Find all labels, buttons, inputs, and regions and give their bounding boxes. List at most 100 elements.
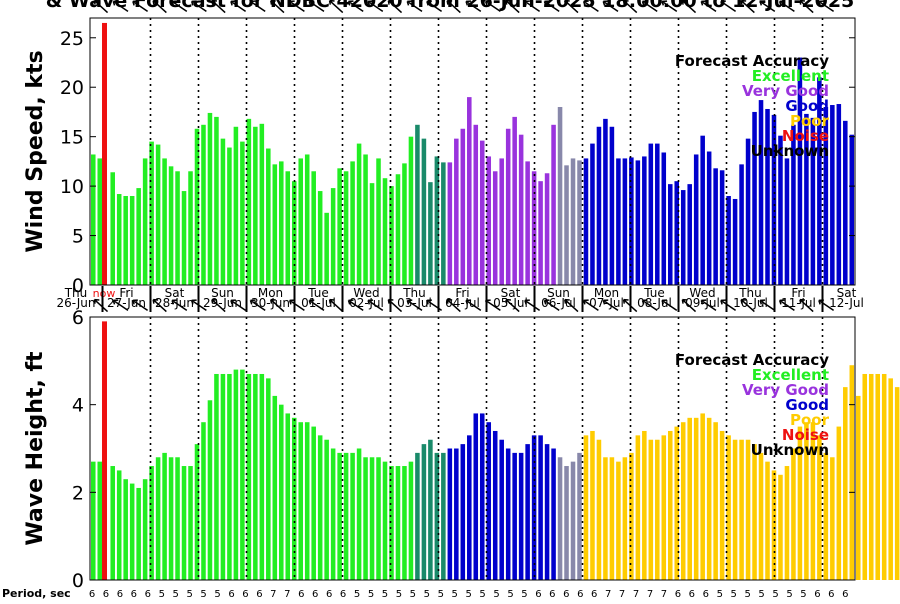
wind-bar xyxy=(505,128,511,285)
wind-bar xyxy=(479,140,485,285)
wave-bar xyxy=(629,452,634,580)
wave-bar xyxy=(583,435,589,580)
wind-bar xyxy=(460,128,466,285)
wind-bar xyxy=(765,108,770,285)
wind-direction-arrow xyxy=(446,0,461,14)
wind-legend-item: Noise xyxy=(782,127,829,145)
wave-bar xyxy=(441,452,446,580)
wind-bar xyxy=(369,183,375,285)
wave-bar xyxy=(609,457,615,580)
wave-bar xyxy=(356,448,362,580)
wind-bar xyxy=(719,170,725,285)
date-day-label: Fri xyxy=(791,286,805,300)
period-value: 5 xyxy=(786,589,792,600)
period-value: 6 xyxy=(703,589,709,600)
wind-bar xyxy=(376,158,381,285)
wind-direction-arrow xyxy=(720,0,737,13)
wave-direction-arrow xyxy=(132,299,149,312)
wind-bar xyxy=(687,184,692,285)
period-value: 5 xyxy=(493,589,499,600)
period-value: 5 xyxy=(159,589,165,600)
period-value: 5 xyxy=(410,589,416,600)
wave-bar xyxy=(473,413,479,580)
wave-bar xyxy=(149,466,154,580)
wind-bar xyxy=(415,124,420,285)
period-value: 6 xyxy=(535,589,541,600)
wave-bar xyxy=(713,422,718,580)
wave-bar xyxy=(298,422,303,580)
period-value: 5 xyxy=(479,589,485,600)
wave-bar xyxy=(888,378,893,580)
wave-direction-arrow xyxy=(759,299,776,312)
wave-bar xyxy=(843,387,848,580)
period-value: 6 xyxy=(828,589,834,600)
wind-bar xyxy=(214,116,219,285)
period-value: 5 xyxy=(200,589,206,600)
wind-bar xyxy=(181,191,187,285)
wave-bar xyxy=(168,457,174,580)
period-value: 5 xyxy=(758,589,764,600)
wave-direction-arrow xyxy=(622,298,638,313)
wave-ytick-label: 4 xyxy=(72,395,84,417)
date-day-label: Mon xyxy=(594,286,619,300)
wind-ytick-label: 20 xyxy=(60,77,84,99)
wave-bar xyxy=(635,435,641,580)
wind-direction-arrow xyxy=(505,0,520,14)
period-value: 6 xyxy=(675,589,681,600)
wind-bar xyxy=(706,151,712,285)
wave-bar xyxy=(194,444,200,580)
wave-bar xyxy=(304,422,310,580)
date-label: 12-Jul xyxy=(829,296,864,310)
wave-bar xyxy=(492,430,498,580)
wave-bar xyxy=(797,426,803,580)
wind-direction-arrow xyxy=(582,0,599,13)
date-label: 26-Jun xyxy=(56,296,95,310)
wind-direction-arrow xyxy=(602,0,619,13)
wave-direction-arrow xyxy=(367,299,384,312)
date-label: 29-Jun xyxy=(203,296,242,310)
wave-bar xyxy=(700,413,705,580)
period-value: 5 xyxy=(465,589,471,600)
wave-bar xyxy=(622,457,628,580)
wind-bar xyxy=(551,124,556,285)
wind-bar xyxy=(648,143,654,285)
wave-bar xyxy=(181,466,187,580)
wind-bar xyxy=(525,161,530,285)
wind-bar xyxy=(227,147,232,285)
wind-direction-arrow xyxy=(211,0,226,14)
wave-direction-arrow xyxy=(426,299,443,312)
wave-noise-bar xyxy=(102,321,107,580)
wave-ytick-label: 6 xyxy=(72,307,84,329)
wave-direction-arrow xyxy=(720,299,737,312)
date-day-label: Thu xyxy=(64,286,88,300)
wave-direction-arrow xyxy=(112,299,129,312)
wind-bar xyxy=(454,138,459,285)
wave-direction-arrow xyxy=(602,299,619,312)
wave-direction-arrow xyxy=(93,298,109,313)
wind-bar xyxy=(557,107,563,285)
wind-bar xyxy=(622,158,628,285)
wind-bar xyxy=(350,161,355,285)
wind-bar xyxy=(188,171,193,285)
wave-legend-item: Poor xyxy=(790,411,830,429)
wave-bar xyxy=(810,422,816,580)
wave-bar xyxy=(830,457,835,580)
wind-bar xyxy=(408,136,414,285)
period-value: 6 xyxy=(842,589,848,600)
wind-axes-frame xyxy=(89,17,856,286)
wave-bar xyxy=(311,426,316,580)
wind-bar xyxy=(467,97,472,285)
wind-bar xyxy=(447,162,453,285)
period-value: 6 xyxy=(577,589,583,600)
wave-bar xyxy=(603,457,608,580)
wind-direction-arrow xyxy=(564,0,579,14)
wind-bar xyxy=(324,212,329,285)
wave-bar xyxy=(136,487,141,580)
wind-bar xyxy=(149,141,154,285)
date-day-label: Wed xyxy=(353,286,379,300)
period-value: 6 xyxy=(312,589,318,600)
wind-direction-arrow xyxy=(328,0,344,14)
wave-bar xyxy=(531,435,537,580)
